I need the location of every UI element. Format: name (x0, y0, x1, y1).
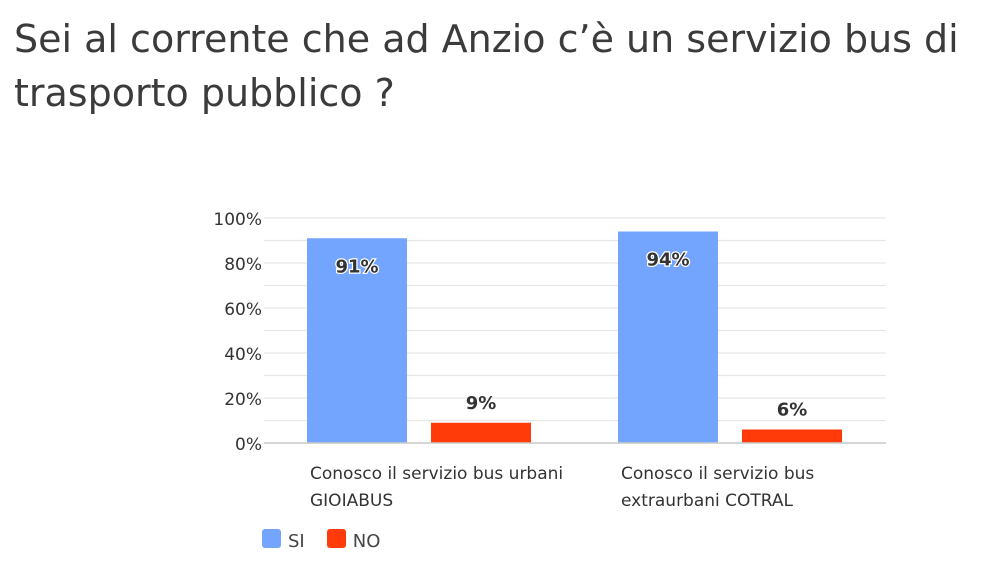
y-tick-label: 100% (213, 210, 262, 230)
y-tick-label: 80% (224, 255, 262, 275)
x-category-label: Conosco il servizio bus urbani (310, 464, 563, 484)
page-title: Sei al corrente che ad Anzio c’è un serv… (14, 17, 959, 115)
y-tick-label: 20% (224, 390, 262, 410)
x-category-label: Conosco il servizio bus (621, 464, 814, 484)
legend-swatch (326, 529, 346, 548)
bar-si (307, 238, 407, 443)
data-label: 94% (646, 250, 689, 271)
bar-si (618, 231, 718, 443)
axes: 0% 20% 40% 60% 80% 100% (213, 210, 886, 455)
legend-label: NO (352, 531, 381, 552)
labels: 91% 9% Conosco il servizio bus urbani GIOIA… (310, 248, 814, 511)
legend: SI NO (262, 528, 402, 552)
y-tick-label: 60% (224, 300, 262, 320)
legend-item-si: SI (262, 528, 305, 552)
data-label: 6% (777, 400, 808, 421)
data-label: 9% (466, 393, 497, 414)
y-tick-label: 40% (224, 345, 262, 365)
bars (307, 231, 842, 443)
legend-swatch (262, 529, 281, 548)
bar-no (742, 429, 842, 443)
data-label: 91% (335, 256, 378, 277)
x-category-label: GIOIABUS (310, 491, 393, 511)
legend-item-no: NO (326, 528, 381, 552)
x-category-label: extraurbani COTRAL (621, 491, 794, 511)
legend-label: SI (288, 531, 305, 552)
y-tick-label: 0% (235, 435, 262, 455)
bar-no (431, 422, 531, 443)
